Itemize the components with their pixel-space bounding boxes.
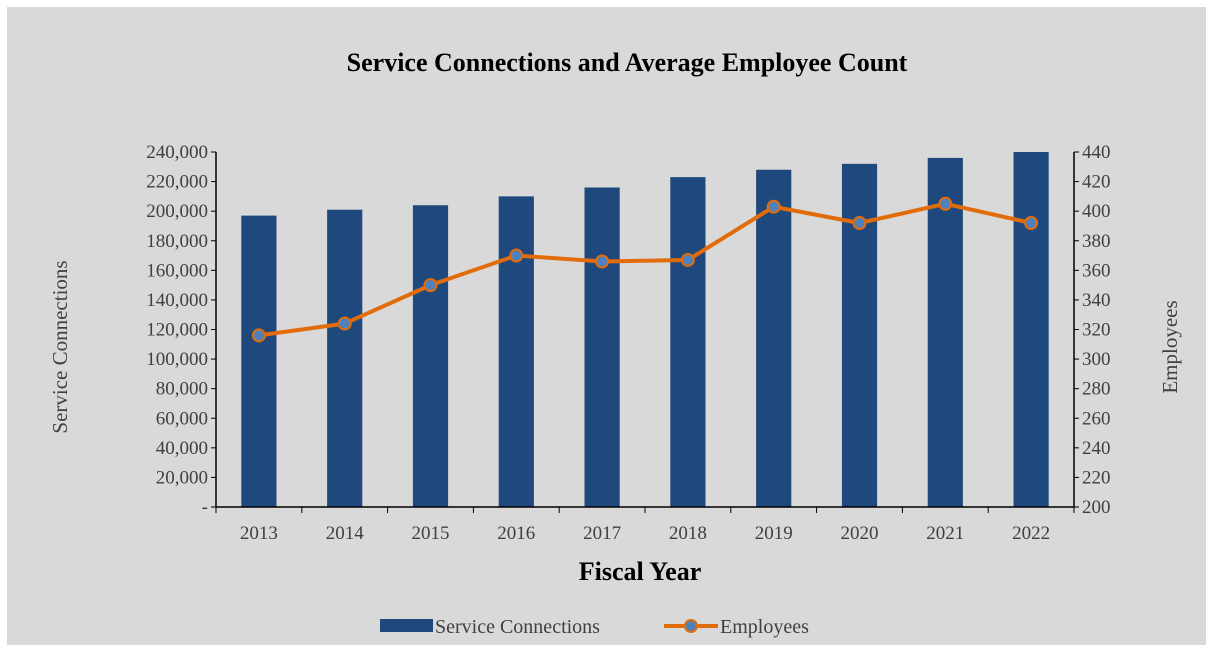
chart-area: Service Connections and Average Employee… [7, 7, 1206, 645]
point-2016 [509, 248, 524, 263]
bar-2022 [1013, 152, 1049, 507]
left-tick-label: 140,000 [146, 290, 208, 311]
point-2021 [938, 196, 953, 211]
point-2022 [1024, 216, 1039, 230]
x-tick-label: 2014 [326, 523, 365, 544]
bar-2020 [841, 163, 878, 508]
right-axis-ticks: 200 220 240 260 280 300 320 340 360 380 400 420 440 [1074, 142, 1111, 518]
right-tick-label: 420 [1082, 172, 1111, 193]
x-tick-label: 2016 [497, 523, 535, 544]
left-tick-label: 120,000 [146, 320, 208, 341]
combo-chart: Service Connections and Average Employee… [48, 48, 1182, 638]
point-2013 [251, 328, 266, 343]
left-tick-label: 20,000 [156, 467, 208, 488]
bar-2015 [412, 205, 449, 507]
right-tick-label: 220 [1082, 467, 1111, 488]
point-2014 [337, 316, 352, 331]
left-tick-label: - [202, 497, 208, 518]
x-tick-label: 2020 [841, 523, 879, 544]
left-tick-label: 180,000 [146, 231, 208, 252]
legend-swatch-employees-marker [684, 619, 698, 633]
legend-label-employees: Employees [720, 616, 809, 638]
point-2019 [766, 199, 781, 214]
x-tick-label: 2013 [240, 523, 278, 544]
point-2020 [852, 216, 867, 230]
chart-title: Service Connections and Average Employee… [347, 48, 908, 77]
bar-2018 [670, 177, 706, 508]
right-tick-label: 240 [1082, 438, 1111, 459]
right-tick-label: 260 [1082, 408, 1111, 429]
bar-series [241, 152, 1049, 508]
employees-line [258, 201, 1032, 338]
legend-swatch-service-connections [380, 619, 433, 632]
point-2018 [680, 252, 695, 267]
right-tick-label: 400 [1082, 201, 1111, 222]
bar-2019 [756, 169, 792, 507]
x-tick-label: 2018 [669, 523, 707, 544]
x-axis-title: Fiscal Year [579, 557, 702, 586]
right-tick-label: 280 [1082, 379, 1111, 400]
legend: Service Connections Employees [380, 616, 809, 638]
bar-2021 [927, 157, 963, 507]
left-tick-label: 40,000 [156, 438, 208, 459]
left-tick-label: 220,000 [146, 172, 208, 193]
bar-2013 [241, 215, 277, 507]
line-series [251, 196, 1039, 343]
right-tick-label: 360 [1082, 260, 1111, 281]
right-tick-label: 440 [1082, 142, 1111, 163]
left-tick-label: 80,000 [156, 379, 208, 400]
left-axis-ticks: - 20,000 40,000 60,000 80,000 100,000 120,000 1… [146, 142, 216, 518]
left-tick-label: 160,000 [146, 260, 208, 281]
right-tick-label: 320 [1082, 320, 1111, 341]
x-tick-label: 2019 [755, 523, 793, 544]
bar-2016 [498, 196, 534, 507]
legend-label-service-connections: Service Connections [435, 616, 600, 638]
bar-2017 [584, 187, 620, 507]
x-tick-label: 2017 [583, 523, 621, 544]
left-tick-label: 100,000 [146, 349, 208, 370]
right-tick-label: 380 [1082, 231, 1111, 252]
bar-2014 [327, 209, 363, 507]
point-2015 [423, 278, 438, 293]
left-tick-label: 60,000 [156, 408, 208, 429]
left-tick-label: 200,000 [146, 201, 208, 222]
right-tick-label: 340 [1082, 290, 1111, 311]
right-tick-label: 200 [1082, 497, 1111, 518]
x-axis-ticks: 2013 2014 2015 2016 2017 2018 2019 2020 2021 2022 [215, 507, 1075, 544]
left-axis-title: Service Connections [48, 260, 72, 433]
x-tick-label: 2021 [926, 523, 964, 544]
right-tick-label: 300 [1082, 349, 1111, 370]
point-2017 [595, 254, 610, 269]
left-tick-label: 240,000 [146, 142, 208, 163]
x-tick-label: 2022 [1012, 523, 1050, 544]
x-tick-label: 2015 [412, 523, 450, 544]
right-axis-title: Employees [1158, 300, 1182, 393]
